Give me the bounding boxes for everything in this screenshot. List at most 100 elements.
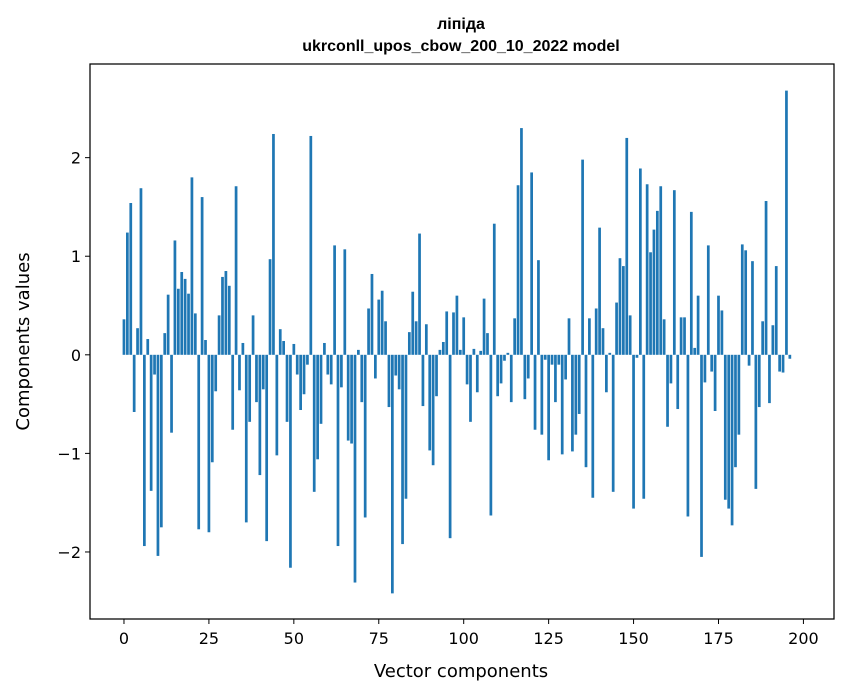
bar bbox=[377, 299, 381, 355]
bar bbox=[479, 350, 483, 355]
bar bbox=[163, 333, 167, 355]
bar bbox=[734, 354, 737, 468]
bar bbox=[577, 354, 581, 414]
bar bbox=[129, 203, 133, 355]
bar bbox=[472, 348, 476, 355]
bar bbox=[632, 354, 635, 509]
bar bbox=[492, 223, 496, 355]
bar bbox=[706, 245, 710, 355]
x-axis-ticks: 0 25 50 75 100 125 150 175 200 bbox=[119, 619, 819, 648]
bar bbox=[404, 354, 408, 499]
bar bbox=[462, 317, 466, 355]
bar bbox=[496, 354, 500, 397]
bar bbox=[679, 317, 683, 355]
bar bbox=[414, 321, 418, 355]
bar bbox=[774, 266, 778, 355]
bar bbox=[503, 354, 506, 361]
bar bbox=[407, 332, 411, 355]
bar bbox=[319, 354, 323, 424]
bar bbox=[221, 276, 224, 355]
bar bbox=[261, 354, 265, 390]
bar bbox=[662, 319, 666, 355]
bar bbox=[506, 352, 510, 355]
bars-group bbox=[122, 90, 792, 594]
bar bbox=[455, 295, 459, 355]
bar bbox=[143, 354, 146, 547]
bar bbox=[255, 354, 258, 403]
bar bbox=[363, 354, 367, 518]
bar bbox=[312, 354, 316, 492]
bar bbox=[394, 354, 398, 376]
bar bbox=[649, 252, 652, 355]
x-axis-label: Vector components bbox=[374, 661, 548, 682]
x-tick-label: 75 bbox=[369, 629, 389, 648]
bar bbox=[217, 315, 221, 355]
bar bbox=[401, 354, 404, 545]
bar bbox=[509, 354, 513, 403]
bar bbox=[727, 354, 731, 509]
bar bbox=[520, 128, 523, 355]
bar bbox=[302, 354, 306, 395]
bar bbox=[207, 354, 211, 533]
bar bbox=[611, 354, 615, 492]
bar bbox=[788, 354, 792, 359]
bar bbox=[336, 354, 340, 547]
bar bbox=[672, 190, 676, 355]
bar bbox=[329, 354, 333, 385]
bar bbox=[601, 328, 605, 355]
bar bbox=[435, 354, 438, 397]
bar bbox=[227, 285, 231, 355]
bar bbox=[686, 354, 690, 517]
bar bbox=[136, 328, 139, 355]
bar bbox=[594, 308, 598, 355]
bar bbox=[285, 354, 289, 422]
bar bbox=[737, 354, 741, 435]
bar bbox=[265, 354, 269, 542]
bar bbox=[781, 354, 785, 373]
bar bbox=[153, 354, 156, 375]
bar bbox=[652, 229, 656, 355]
bar bbox=[622, 266, 625, 355]
bar bbox=[193, 313, 197, 355]
bar bbox=[353, 354, 357, 583]
bar bbox=[316, 354, 319, 460]
y-tick-label: 1 bbox=[71, 247, 81, 266]
bar bbox=[180, 272, 184, 355]
bar bbox=[669, 354, 673, 384]
bar bbox=[374, 354, 377, 379]
bar bbox=[234, 186, 238, 355]
bar bbox=[757, 354, 761, 408]
bar bbox=[424, 324, 428, 355]
bar bbox=[244, 354, 248, 523]
bar bbox=[248, 354, 252, 422]
bar bbox=[126, 232, 129, 355]
bar bbox=[360, 354, 364, 403]
bar bbox=[516, 185, 520, 355]
bar bbox=[486, 333, 489, 355]
bar bbox=[272, 133, 275, 355]
bar bbox=[176, 288, 180, 355]
bar bbox=[149, 354, 153, 491]
bar bbox=[309, 135, 313, 355]
bar bbox=[768, 354, 771, 404]
bar bbox=[526, 354, 530, 379]
bar bbox=[387, 354, 391, 408]
bar bbox=[299, 354, 302, 411]
bar bbox=[717, 295, 720, 355]
bar bbox=[190, 177, 194, 355]
x-tick-label: 50 bbox=[284, 629, 304, 648]
bar bbox=[689, 211, 693, 355]
bar bbox=[458, 349, 462, 355]
bar bbox=[122, 319, 126, 355]
bar bbox=[713, 354, 717, 411]
bar bbox=[533, 354, 537, 430]
bar bbox=[258, 354, 262, 476]
bar bbox=[740, 244, 744, 355]
bar bbox=[584, 354, 588, 468]
bar bbox=[295, 354, 299, 375]
bar bbox=[289, 354, 292, 568]
bar bbox=[605, 354, 608, 393]
bar bbox=[278, 329, 282, 355]
bar bbox=[489, 354, 493, 516]
